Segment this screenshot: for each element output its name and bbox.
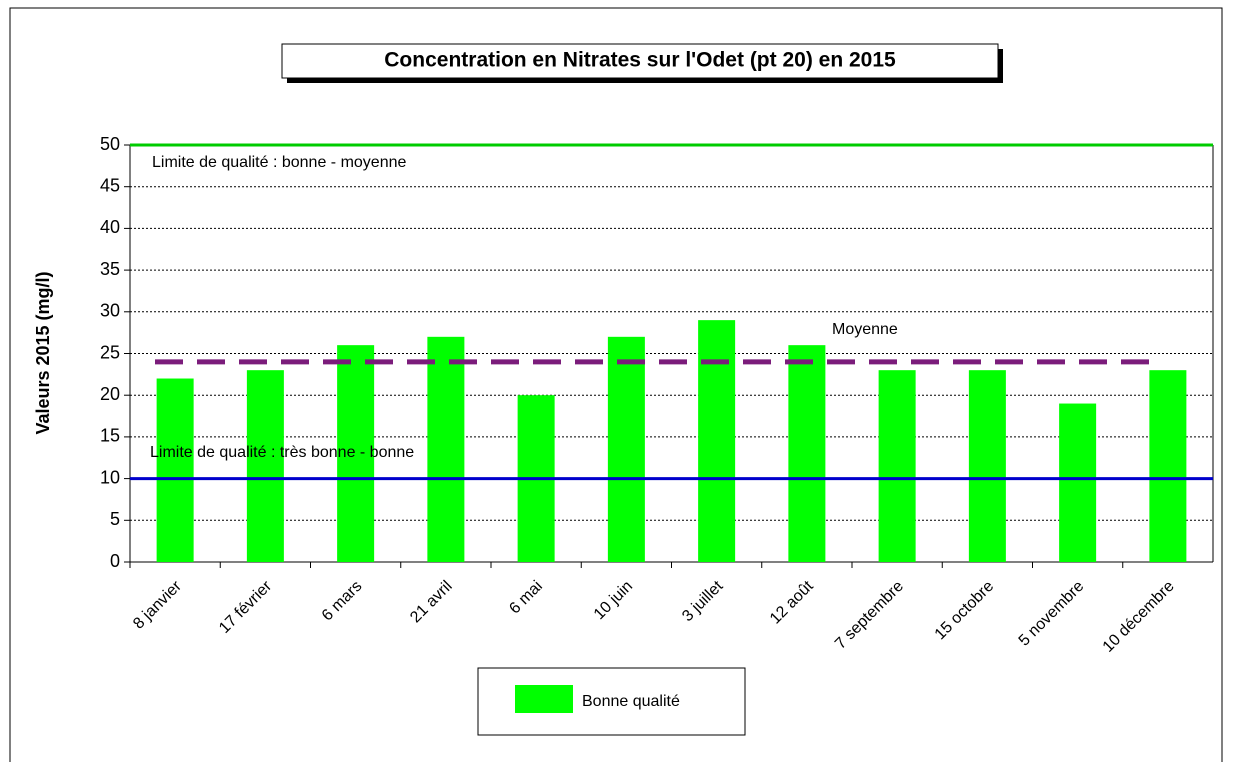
x-tick-label: 3 juillet	[679, 577, 727, 625]
y-tick-label: 45	[100, 175, 120, 195]
y-tick-label: 40	[100, 217, 120, 237]
x-tick-label: 15 octobre	[932, 578, 998, 644]
reference-label: Moyenne	[832, 321, 898, 338]
y-tick-label: 25	[100, 342, 120, 362]
y-tick-label: 30	[100, 301, 120, 321]
y-tick-label: 15	[100, 426, 120, 446]
bar	[878, 370, 916, 562]
bar	[1059, 403, 1097, 562]
x-tick-label: 21 avril	[407, 578, 456, 627]
x-tick-label: 12 août	[767, 577, 817, 627]
x-tick-label: 7 septembre	[832, 578, 907, 653]
bar	[788, 345, 826, 562]
bar	[968, 370, 1006, 562]
chart-frame	[9, 7, 1223, 762]
x-tick-label: 10 juin	[591, 578, 636, 623]
bar	[427, 336, 465, 562]
bar	[156, 378, 194, 562]
y-tick-label: 50	[100, 134, 120, 154]
reference-label: Limite de qualité : bonne - moyenne	[152, 154, 406, 171]
legend-label: Bonne qualité	[582, 693, 680, 710]
x-tick-label: 10 décembre	[1100, 578, 1178, 656]
bar	[246, 370, 284, 562]
y-tick-label: 20	[100, 384, 120, 404]
legend-swatch	[515, 685, 573, 713]
y-tick-label: 0	[110, 551, 120, 571]
y-axis-label: Valeurs 2015 (mg/l)	[33, 271, 53, 434]
x-tick-label: 6 mars	[319, 578, 366, 625]
x-tick-label: 8 janvier	[130, 577, 185, 632]
chart-title: Concentration en Nitrates sur l'Odet (pt…	[384, 49, 896, 72]
bar	[337, 345, 375, 562]
bar	[607, 336, 645, 562]
y-tick-label: 10	[100, 467, 120, 487]
y-tick-label: 5	[110, 509, 120, 529]
y-tick-label: 35	[100, 259, 120, 279]
x-tick-label: 6 mai	[506, 578, 546, 618]
title-box	[281, 43, 999, 79]
x-tick-label: 17 février	[216, 577, 276, 637]
bar	[698, 320, 736, 562]
bar	[1149, 370, 1187, 562]
x-tick-label: 5 novembre	[1016, 578, 1088, 650]
reference-label: Limite de qualité : très bonne - bonne	[150, 444, 414, 461]
